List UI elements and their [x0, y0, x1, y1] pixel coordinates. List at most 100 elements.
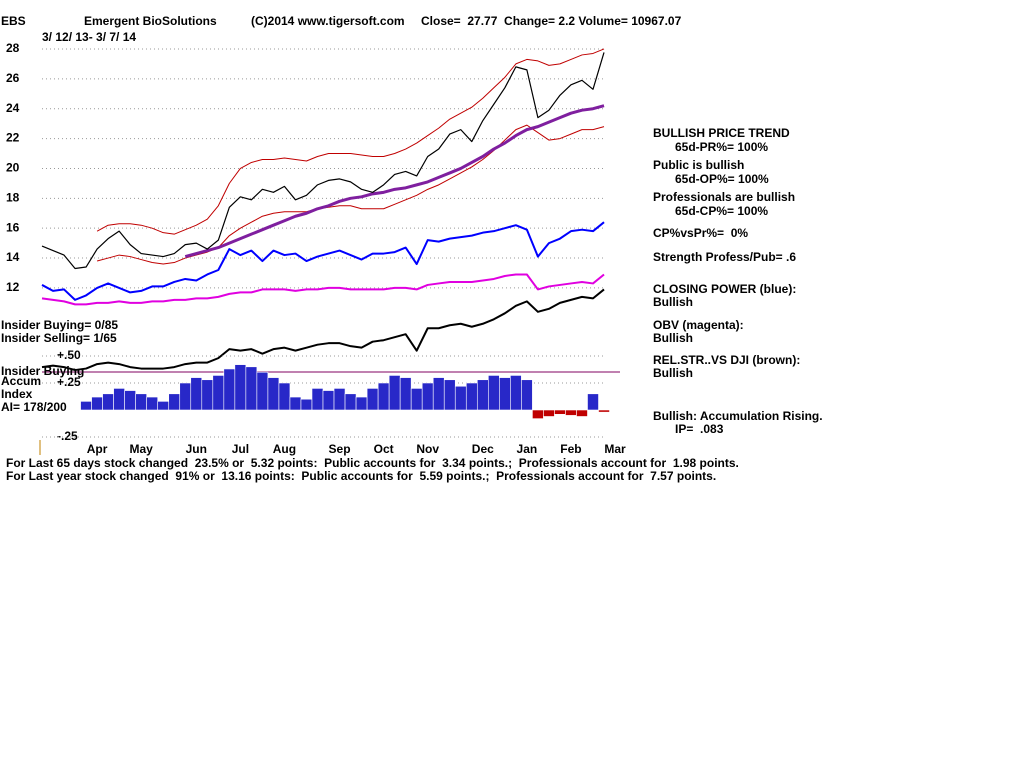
ai-bar: [223, 368, 236, 411]
ai-bar: [510, 375, 522, 411]
ai-bar: [377, 382, 390, 411]
ai-bar: [488, 375, 500, 411]
left-note: Accum: [1, 374, 41, 388]
right-note: Bullish: [653, 366, 693, 380]
x-tick-label: Jan: [517, 442, 538, 456]
right-note: IP= .083: [675, 422, 724, 436]
ai-bar: [322, 390, 335, 411]
y-tick-label: 26: [6, 71, 20, 85]
right-note: CLOSING POWER (blue):: [653, 282, 796, 296]
y-tick-label: +.50: [57, 348, 81, 362]
ai-bar: [532, 409, 544, 419]
y-tick-label: 20: [6, 161, 20, 175]
ai-bar: [278, 382, 291, 411]
series-line: [96, 48, 605, 235]
company: Emergent BioSolutions: [84, 14, 217, 28]
ai-bar: [245, 366, 258, 411]
ai-bar: [421, 382, 434, 411]
ai-bar: [267, 377, 280, 411]
x-tick-label: Jul: [232, 442, 249, 456]
ai-bar: [355, 396, 368, 411]
y-tick-label: -.25: [57, 429, 78, 443]
ai-bar: [366, 388, 379, 411]
right-note: Public is bullish: [653, 158, 744, 172]
ai-bar: [598, 409, 610, 413]
ai-bar: [587, 393, 599, 411]
ai-bar: [554, 409, 566, 415]
x-tick-label: Mar: [604, 442, 626, 456]
left-note: AI= 178/200: [1, 400, 67, 414]
footer-line: For Last year stock changed 91% or 13.16…: [6, 469, 716, 483]
right-note: 65d-PR%= 100%: [675, 140, 768, 154]
x-tick-label: May: [130, 442, 154, 456]
right-note: BULLISH PRICE TREND: [653, 126, 790, 140]
right-note: Professionals are bullish: [653, 190, 795, 204]
ai-bar: [179, 382, 192, 411]
source: (C)2014 www.tigersoft.com: [251, 14, 405, 28]
ai-bar: [80, 401, 92, 411]
right-note: REL.STR..VS DJI (brown):: [653, 353, 800, 367]
x-tick-label: Oct: [374, 442, 394, 456]
y-tick-label: 24: [6, 101, 20, 115]
left-note: Insider Selling= 1/65: [1, 331, 117, 345]
x-tick-label: Sep: [329, 442, 351, 456]
ai-bar: [443, 379, 456, 411]
ai-bar: [289, 396, 302, 411]
ai-bar: [476, 379, 489, 411]
ai-bar: [521, 379, 533, 411]
right-note: 65d-OP%= 100%: [675, 172, 769, 186]
y-tick-label: 18: [6, 190, 20, 204]
right-note: CP%vsPr%= 0%: [653, 226, 748, 240]
x-tick-label: Nov: [416, 442, 439, 456]
x-tick-label: Dec: [472, 442, 494, 456]
series-line: [41, 221, 605, 301]
left-note: Index: [1, 387, 33, 401]
ai-bar: [256, 371, 269, 411]
ai-bar: [201, 379, 214, 411]
ai-bar: [124, 390, 136, 411]
ai-bar: [300, 398, 313, 411]
ai-bar: [91, 396, 103, 411]
right-note: Bullish: Accumulation Rising.: [653, 409, 823, 423]
symbol: EBS: [1, 14, 26, 28]
series-line: [41, 273, 605, 306]
ai-bar: [168, 393, 181, 411]
series-line: [96, 124, 605, 265]
series-line: [184, 104, 605, 259]
left-note: Insider Buying= 0/85: [1, 318, 118, 332]
ai-bar: [465, 382, 478, 411]
ai-bar: [576, 409, 588, 417]
ai-bar: [212, 375, 225, 411]
ai-bar: [146, 396, 159, 411]
y-tick-label: 12: [6, 280, 20, 294]
ai-bar: [333, 388, 346, 411]
ai-bar: [410, 388, 423, 411]
x-tick-label: Jun: [186, 442, 207, 456]
right-note: Strength Profess/Pub= .6: [653, 250, 796, 264]
ai-bar: [543, 409, 555, 417]
footer-line: For Last 65 days stock changed 23.5% or …: [6, 456, 739, 470]
ai-bar: [102, 393, 114, 411]
ai-bar: [432, 377, 445, 411]
ai-bar: [311, 388, 324, 411]
ai-bar: [565, 409, 577, 416]
ai-bar: [190, 377, 203, 411]
left-note: Insider Buying: [1, 364, 84, 378]
ai-bar: [499, 377, 511, 411]
ai-bar: [454, 385, 467, 411]
quote: Close= 27.77 Change= 2.2 Volume= 10967.0…: [421, 14, 682, 28]
y-tick-label: 28: [6, 41, 20, 55]
y-tick-label: +.25: [57, 375, 81, 389]
series-line: [41, 52, 605, 270]
ai-bar: [234, 364, 247, 411]
ai-bar: [388, 375, 401, 411]
series-line: [41, 288, 605, 372]
ai-bar: [157, 401, 170, 411]
ai-bar: [135, 393, 147, 411]
x-tick-label: Feb: [560, 442, 581, 456]
right-note: OBV (magenta):: [653, 318, 744, 332]
ai-bar: [399, 377, 412, 411]
ai-bar: [344, 393, 357, 411]
x-tick-label: Aug: [273, 442, 296, 456]
